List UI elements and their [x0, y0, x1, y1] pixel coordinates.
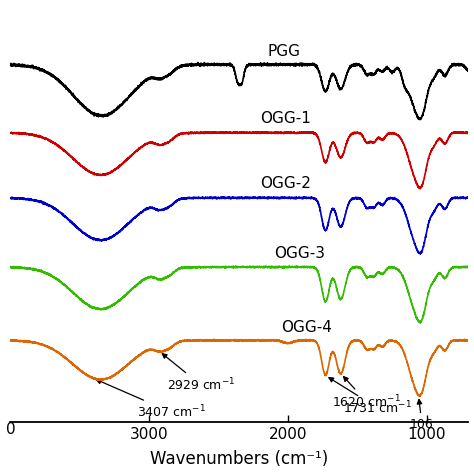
- Text: OGG-4: OGG-4: [281, 320, 332, 335]
- X-axis label: Wavenumbers (cm⁻¹): Wavenumbers (cm⁻¹): [150, 450, 328, 468]
- Text: OGG-1: OGG-1: [260, 111, 311, 126]
- Text: PGG: PGG: [267, 44, 300, 59]
- Text: OGG-2: OGG-2: [260, 176, 311, 191]
- Text: 106: 106: [410, 400, 434, 431]
- Text: 1620 cm$^{-1}$: 1620 cm$^{-1}$: [332, 377, 401, 410]
- Text: 1731 cm$^{-1}$: 1731 cm$^{-1}$: [329, 378, 412, 417]
- Text: OGG-3: OGG-3: [274, 246, 325, 261]
- Text: 3407 cm$^{-1}$: 3407 cm$^{-1}$: [97, 379, 206, 420]
- Text: 2929 cm$^{-1}$: 2929 cm$^{-1}$: [162, 354, 236, 394]
- Text: 0: 0: [6, 422, 15, 437]
